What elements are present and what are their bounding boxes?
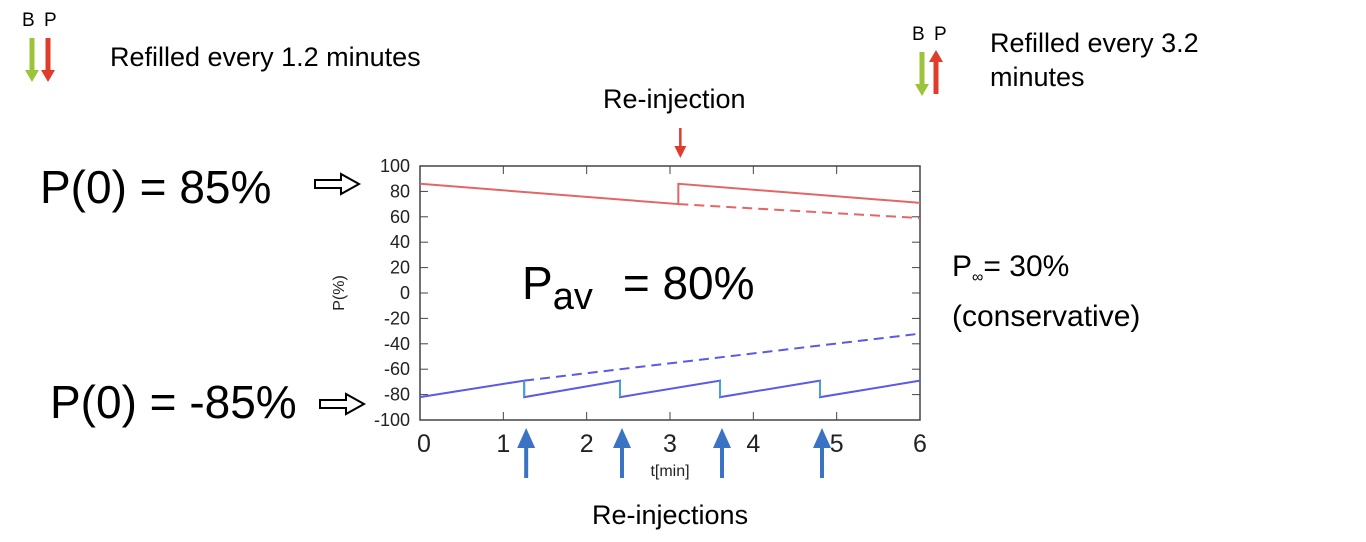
y-tick-label: 40 bbox=[390, 232, 410, 252]
x-tick-label: 1 bbox=[496, 430, 510, 458]
down-up-arrows-icon bbox=[915, 50, 943, 96]
pinf-symbol: P bbox=[952, 250, 973, 283]
y-tick-label: -20 bbox=[384, 308, 410, 328]
reinjections-label: Re-injections bbox=[592, 500, 749, 530]
y-tick-label: 20 bbox=[390, 258, 410, 278]
conservative-label: (conservative) bbox=[952, 300, 1141, 333]
down-down-arrows-icon bbox=[25, 38, 55, 82]
pav-symbol: P bbox=[522, 257, 553, 309]
reinjection-red-arrowhead-icon bbox=[674, 146, 687, 158]
reinjection-label: Re-injection bbox=[603, 84, 746, 114]
pav-subscript: av bbox=[552, 276, 593, 318]
y-tick-label: 0 bbox=[400, 283, 410, 303]
bp-label-right: B P bbox=[912, 24, 949, 45]
series-red-dashed bbox=[678, 203, 921, 220]
refill-text-left: Refilled every 1.2 minutes bbox=[110, 42, 421, 72]
x-tick-label: 2 bbox=[580, 430, 594, 458]
series-red-solid bbox=[419, 182, 921, 206]
refill-text-right-line1: Refilled every 3.2 bbox=[990, 28, 1199, 58]
reinjection-arrowhead-icon bbox=[713, 428, 731, 448]
y-tick-label: 100 bbox=[380, 156, 410, 176]
x-tick-label: 5 bbox=[830, 430, 844, 458]
p0-top-label: P(0) = 85% bbox=[40, 161, 272, 213]
pav-label: Pav = 80% bbox=[522, 256, 755, 318]
x-axis-label: t[min] bbox=[650, 463, 689, 480]
hollow-arrow-bottom-icon bbox=[319, 392, 367, 416]
pav-value: = 80% bbox=[622, 257, 755, 309]
x-tick-label: 3 bbox=[663, 430, 677, 458]
pinf-subscript: ∞ bbox=[972, 269, 984, 286]
pinf-value: = 30% bbox=[983, 250, 1070, 283]
pinf-label: P∞= 30% bbox=[952, 250, 1070, 286]
refill-text-right-line2: minutes bbox=[990, 62, 1085, 92]
x-tick-label: 0 bbox=[417, 430, 431, 458]
y-tick-label: 80 bbox=[390, 181, 410, 201]
hollow-arrow-top-icon bbox=[314, 172, 362, 196]
series-blue-dashed bbox=[524, 332, 921, 382]
refill-text-right: Refilled every 3.2 minutes bbox=[990, 26, 1199, 94]
x-tick-label: 4 bbox=[746, 430, 760, 458]
reinjection-arrowhead-icon bbox=[813, 428, 831, 448]
x-tick-label: 6 bbox=[913, 430, 927, 458]
y-tick-label: -40 bbox=[384, 334, 410, 354]
y-axis-label: P(%) bbox=[331, 275, 348, 311]
reinjection-arrowhead-icon bbox=[613, 428, 631, 448]
reinjection-arrowhead-icon bbox=[517, 428, 536, 448]
bp-label-left: B P bbox=[22, 10, 59, 31]
y-tick-label: 60 bbox=[390, 207, 410, 227]
series-blue-solid bbox=[419, 379, 921, 399]
y-tick-label: -80 bbox=[384, 385, 410, 405]
p0-bottom-label: P(0) = -85% bbox=[50, 376, 297, 428]
y-tick-label: -100 bbox=[374, 410, 410, 430]
y-tick-label: -60 bbox=[384, 359, 410, 379]
